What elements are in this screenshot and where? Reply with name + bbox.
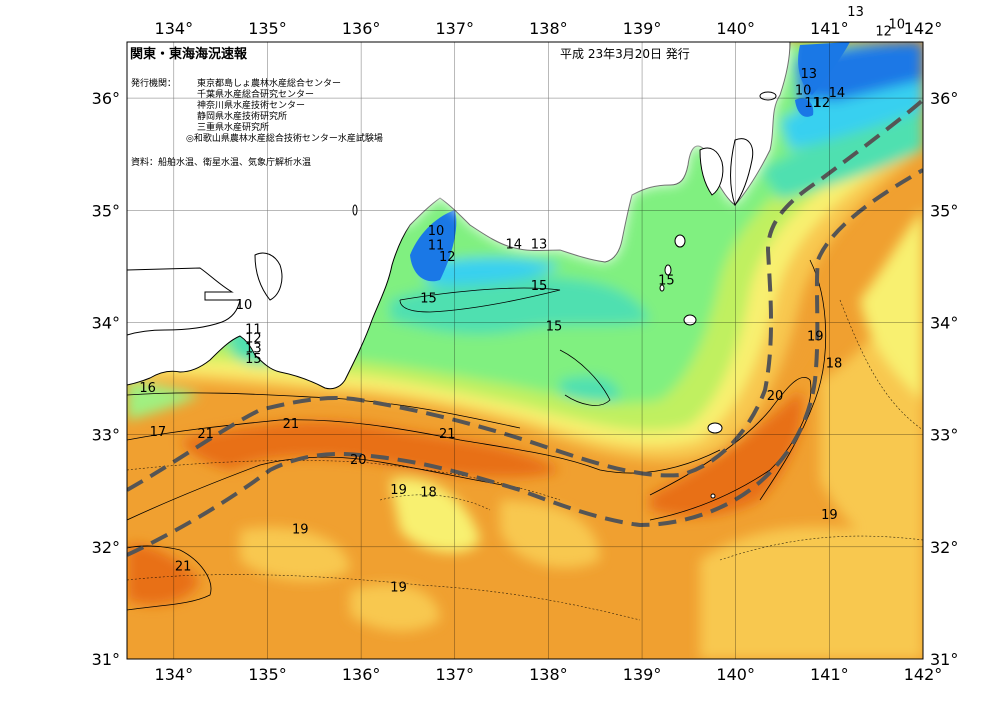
isotherm-label: 10 (428, 224, 445, 239)
isotherm-label: 10 (236, 298, 253, 313)
isotherm-label: 13 (800, 67, 817, 82)
isotherm-label: 19 (390, 581, 407, 596)
isotherm-label: 19 (821, 508, 838, 523)
lat-tick-label-right: 34° (930, 313, 958, 332)
isotherm-label: 12 (814, 96, 831, 111)
lat-tick-label-left: 33° (92, 426, 120, 445)
lat-tick-label-right: 36° (930, 89, 958, 108)
issuer-label: 発行機関： (131, 77, 176, 89)
lon-tick-label-bottom: 135° (248, 665, 287, 684)
lat-tick-label-right: 33° (930, 426, 958, 445)
isotherm-label: 21 (439, 427, 456, 442)
lon-tick-label-bottom: 134° (155, 665, 194, 684)
isotherm-label: 18 (420, 485, 437, 500)
isotherm-label: 11 (428, 239, 445, 254)
lon-tick-label-top: 140° (716, 19, 755, 38)
isotherm-label: 15 (420, 291, 437, 306)
isotherm-label: 16 (139, 381, 156, 396)
lon-tick-label-top: 134° (155, 19, 194, 38)
isotherm-label: 13 (531, 237, 548, 252)
isotherm-label: 12 (439, 250, 456, 265)
isotherm-label: 21 (175, 559, 192, 574)
lon-tick-label-bottom: 141° (810, 665, 849, 684)
issuer-item: ◎和歌山県農林水産総合技術センター水産試験場 (186, 132, 383, 144)
isotherm-label: 11 (245, 323, 262, 338)
axis-tick-labels: 134° 134° 135° 135° 136° 136° 137° 137° 138° 138°… (92, 19, 959, 684)
lon-tick-label-top: 139° (623, 19, 662, 38)
issuer-item: 静岡県水産技術研究所 (197, 110, 287, 122)
isotherm-label: 12 (245, 332, 262, 347)
lat-tick-label-right: 32° (930, 538, 958, 557)
isotherm-label: 10 (795, 84, 812, 99)
isotherm-label: 12 (875, 24, 892, 39)
isotherm-label: 14 (505, 237, 522, 252)
isotherm-label: 13 (847, 5, 864, 20)
lon-tick-label-bottom: 139° (623, 665, 662, 684)
isotherm-label: 18 (826, 356, 843, 371)
isotherm-dotted-lines (127, 299, 923, 621)
lat-tick-label-left: 34° (92, 313, 120, 332)
map-title: 関東・東海海況速報 (130, 46, 248, 62)
isotherm-label: 10 (889, 18, 906, 33)
isotherm-label: 11 (804, 96, 821, 111)
isotherm-label: 20 (767, 389, 784, 404)
lon-tick-label-top: 138° (529, 19, 568, 38)
lon-tick-label-bottom: 137° (435, 665, 474, 684)
isotherm-label: 19 (390, 483, 407, 498)
isotherm-label: 17 (150, 425, 167, 440)
lat-lon-grid (127, 42, 923, 659)
isotherm-label: 15 (245, 352, 262, 367)
lon-tick-label-top: 135° (248, 19, 287, 38)
lon-tick-label-bottom: 136° (342, 665, 381, 684)
isotherm-label: 20 (350, 453, 367, 468)
lat-tick-label-right: 31° (930, 650, 958, 669)
lon-tick-label-bottom: 140° (716, 665, 755, 684)
isotherm-label: 13 (245, 342, 262, 357)
isotherm-label: 15 (658, 273, 675, 288)
issue-date: 平成 23年3月20日 発行 (560, 47, 690, 61)
kuroshio-axis (127, 98, 923, 557)
isotherm-label: 19 (807, 329, 824, 344)
issuer-item: 東京都島しょ農林水産総合センター (197, 77, 341, 89)
lat-tick-label-left: 35° (92, 201, 120, 220)
map-frame (126, 41, 924, 660)
lat-tick-label-right: 35° (930, 201, 958, 220)
isotherm-label: 15 (546, 319, 563, 334)
isotherm-label: 21 (197, 427, 214, 442)
data-source: 資料：船舶水温、衛星水温、気象庁解析水温 (131, 156, 311, 168)
temperature-field (127, 42, 923, 659)
lat-tick-label-left: 36° (92, 89, 120, 108)
issuer-item: 千葉県水産総合研究センター (197, 88, 314, 100)
issuer-item: 三重県水産研究所 (197, 121, 269, 133)
lon-tick-label-bottom: 138° (529, 665, 568, 684)
isotherm-label: 14 (829, 86, 846, 101)
isotherm-label: 15 (531, 279, 548, 294)
issuer-list: 東京都島しょ農林水産総合センター 千葉県水産総合研究センター 神奈川県水産技術セ… (186, 77, 383, 144)
isotherm-label: 21 (283, 417, 300, 432)
lon-tick-label-top: 137° (435, 19, 474, 38)
lat-tick-label-left: 31° (92, 650, 120, 669)
lon-tick-label-top: 141° (810, 19, 849, 38)
lon-tick-label-top: 136° (342, 19, 381, 38)
issuer-item: 神奈川県水産技術センター (197, 99, 305, 111)
lat-tick-label-left: 32° (92, 538, 120, 557)
lon-tick-label-top: 142° (904, 19, 943, 38)
lon-tick-label-bottom: 142° (904, 665, 943, 684)
isotherm-label: 19 (292, 522, 309, 537)
